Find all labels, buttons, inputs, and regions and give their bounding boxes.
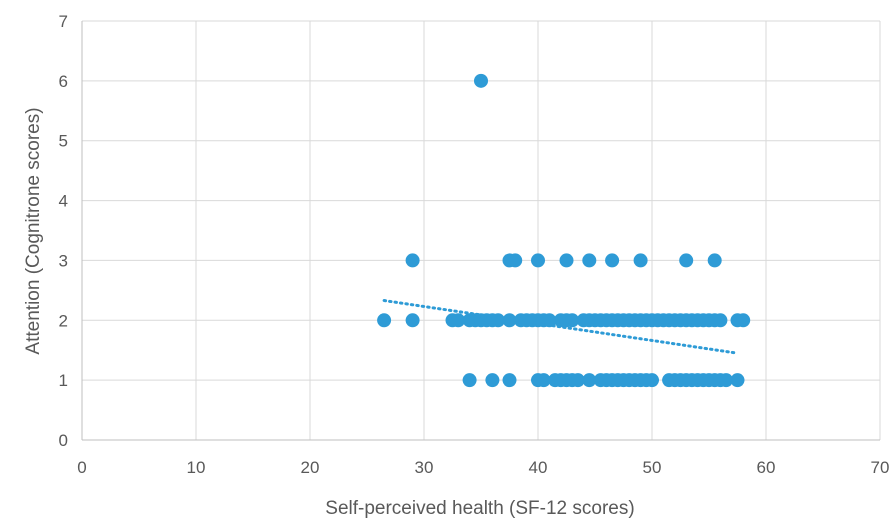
x-axis-title: Self-perceived health (SF-12 scores) bbox=[325, 498, 634, 519]
data-point bbox=[719, 373, 734, 388]
data-point bbox=[531, 253, 545, 268]
data-point bbox=[713, 313, 728, 328]
data-point bbox=[645, 373, 659, 388]
data-point bbox=[565, 313, 580, 328]
data-point bbox=[582, 253, 597, 268]
data-point bbox=[730, 373, 745, 388]
x-tick-label: 60 bbox=[757, 458, 776, 477]
x-tick-label: 50 bbox=[643, 458, 662, 477]
data-point bbox=[451, 313, 466, 328]
data-point bbox=[508, 253, 523, 268]
data-point bbox=[570, 373, 585, 388]
y-tick-label: 5 bbox=[59, 132, 68, 151]
axes bbox=[81, 21, 880, 441]
y-tick-label: 6 bbox=[59, 72, 68, 91]
data-point bbox=[474, 73, 488, 88]
data-point bbox=[707, 253, 722, 268]
x-tick-label: 30 bbox=[415, 458, 434, 477]
data-point bbox=[485, 373, 500, 388]
trendline-group bbox=[382, 299, 739, 355]
x-tick-label: 10 bbox=[187, 458, 206, 477]
data-point bbox=[633, 253, 648, 268]
data-point bbox=[536, 373, 551, 388]
y-tick-label: 4 bbox=[59, 192, 68, 211]
trendline bbox=[382, 299, 739, 355]
data-point bbox=[582, 373, 597, 388]
data-point bbox=[605, 253, 620, 268]
tick-labels: 0 10 20 30 40 50 60 70 0 1 2 3 4 5 6 7 bbox=[59, 12, 890, 477]
data-point bbox=[462, 373, 477, 388]
data-point bbox=[679, 253, 694, 268]
y-tick-label: 7 bbox=[59, 12, 68, 31]
data-points bbox=[377, 73, 751, 388]
x-tick-label: 0 bbox=[77, 458, 86, 477]
data-point bbox=[502, 373, 517, 388]
data-point bbox=[377, 313, 392, 328]
y-axis-title: Attention (Cognitrone scores) bbox=[23, 107, 44, 354]
x-tick-label: 70 bbox=[871, 458, 890, 477]
y-tick-label: 3 bbox=[59, 251, 68, 270]
data-point bbox=[542, 313, 557, 328]
data-point bbox=[559, 253, 574, 268]
data-point bbox=[405, 313, 420, 328]
data-point bbox=[405, 253, 420, 268]
x-tick-label: 40 bbox=[529, 458, 548, 477]
x-tick-label: 20 bbox=[301, 458, 320, 477]
y-tick-label: 1 bbox=[59, 371, 68, 390]
y-tick-label: 2 bbox=[59, 311, 68, 330]
y-tick-label: 0 bbox=[59, 431, 68, 450]
data-point bbox=[736, 313, 751, 328]
